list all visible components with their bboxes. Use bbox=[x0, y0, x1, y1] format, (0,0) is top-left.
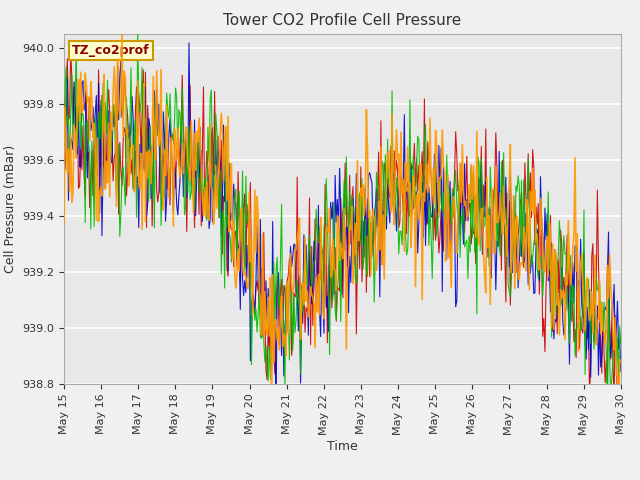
X-axis label: Time: Time bbox=[327, 440, 358, 453]
Y-axis label: Cell Pressure (mBar): Cell Pressure (mBar) bbox=[4, 144, 17, 273]
Title: Tower CO2 Profile Cell Pressure: Tower CO2 Profile Cell Pressure bbox=[223, 13, 461, 28]
Text: TZ_co2prof: TZ_co2prof bbox=[72, 44, 150, 57]
